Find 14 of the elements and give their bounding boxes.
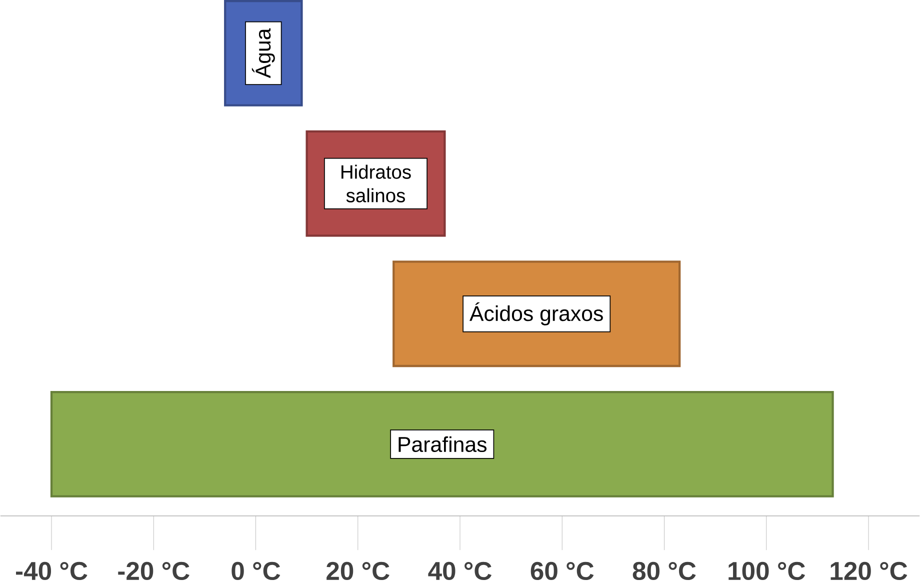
y-tick-label: Água [252, 28, 275, 78]
y-tick-label: Parafinas [398, 436, 487, 452]
x-tick-label: 0 °C [232, 562, 280, 580]
y-tick-label: Ácidos graxos [470, 302, 603, 326]
x-tick-label: 80 °C [632, 562, 696, 580]
x-tick-label: -20 °C [118, 562, 190, 580]
x-tick-label: 20 °C [326, 562, 390, 580]
x-tick-label: 120 °C [830, 562, 908, 580]
bar [50, 390, 834, 498]
x-tick-label: 40 °C [428, 562, 492, 580]
x-tick-label: -40 °C [16, 562, 88, 580]
x-tick-label: 100 °C [728, 562, 806, 580]
x-tick-label: 60 °C [530, 562, 594, 580]
y-tick-label: Hidratos salinos [342, 164, 411, 202]
